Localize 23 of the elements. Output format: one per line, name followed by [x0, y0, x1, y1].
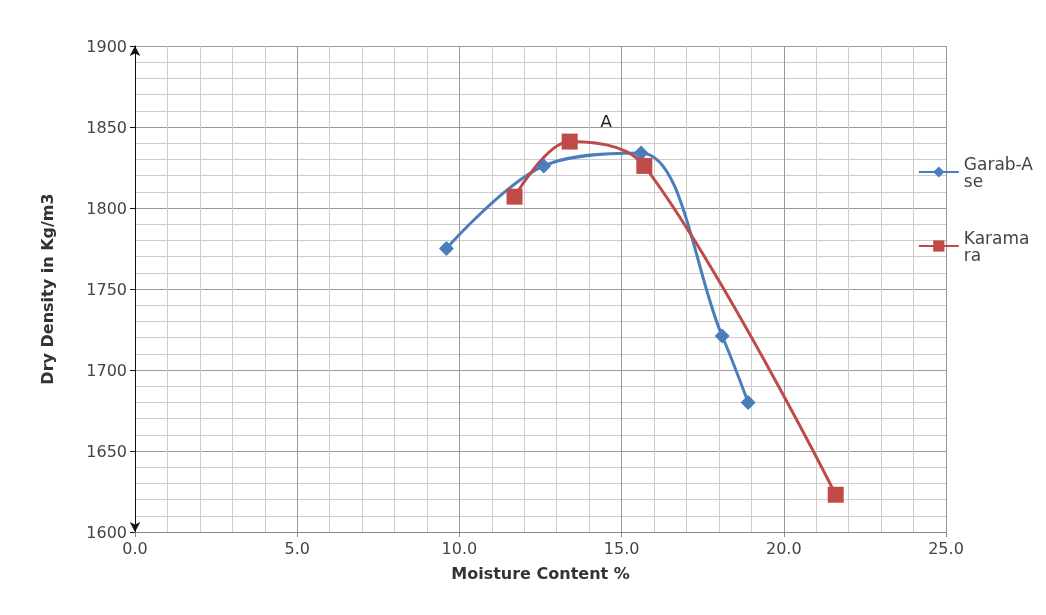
x-tick-label: 10.0	[441, 538, 478, 558]
y-tick-label: 1900	[86, 36, 127, 56]
point	[506, 188, 523, 205]
x-tick-label: 15.0	[603, 538, 640, 558]
x-tick-label: 25.0	[928, 538, 964, 558]
y-tick-label: 1650	[86, 441, 127, 461]
x-tick-label: 20.0	[765, 538, 802, 558]
x-axis-title: Moisture Content %	[451, 563, 630, 583]
y-tick-label: 1700	[86, 360, 127, 380]
point	[740, 394, 756, 410]
y-tick-label: 1800	[86, 198, 127, 218]
point	[438, 241, 454, 256]
point	[636, 157, 653, 174]
point	[536, 158, 552, 174]
x-tick-label: 5.0	[284, 538, 310, 558]
legend-label: Garab-Ase	[963, 153, 1034, 191]
point	[561, 133, 578, 150]
y-tick-label: 1850	[86, 117, 127, 137]
legend-label: Karamara	[963, 227, 1030, 265]
point	[827, 486, 844, 503]
point	[714, 328, 730, 344]
y-tick-label: 1750	[86, 279, 127, 299]
y-axis-title: Dry Density in Kg/m3	[37, 193, 57, 385]
